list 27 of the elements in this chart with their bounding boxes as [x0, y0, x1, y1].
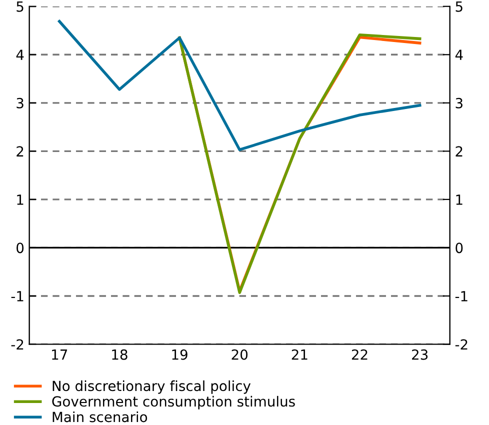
y-tick-label: 2 [16, 146, 24, 156]
x-tick-label: 22 [352, 349, 368, 360]
y-tick-label: -2 [11, 339, 24, 350]
x-tick-label: 18 [112, 349, 128, 360]
y2-tick-label: 1 [456, 194, 462, 205]
legend-label: Main scenario [52, 411, 148, 422]
y-tick-label: 4 [16, 50, 24, 60]
x-tick-label: 23 [412, 349, 428, 360]
y-tick-label: 3 [16, 98, 24, 108]
legend-label: No discretionary fiscal policy [52, 380, 251, 394]
x-tick-label: 20 [232, 349, 248, 360]
x-tick-label: 19 [172, 349, 188, 360]
legend-label: Government consumption stimulus [52, 396, 295, 410]
y-tick-label: 5 [16, 2, 24, 12]
line-series [58, 20, 422, 152]
y-tick-label: 1 [17, 194, 24, 205]
y2-tick-label: -2 [455, 339, 468, 350]
y2-tick-label: -1 [455, 291, 468, 302]
y-tick-label: 0 [16, 242, 24, 254]
y2-tick-label: 5 [456, 2, 462, 12]
y2-tick-label: 4 [455, 50, 463, 60]
y2-tick-label: 0 [456, 242, 463, 254]
y2-tick-label: 2 [456, 146, 462, 156]
x-tick-label: 21 [292, 349, 308, 360]
x-tick-label: 17 [52, 350, 68, 360]
y2-tick-label: 3 [456, 98, 462, 108]
y-tick-label: -1 [11, 291, 24, 302]
